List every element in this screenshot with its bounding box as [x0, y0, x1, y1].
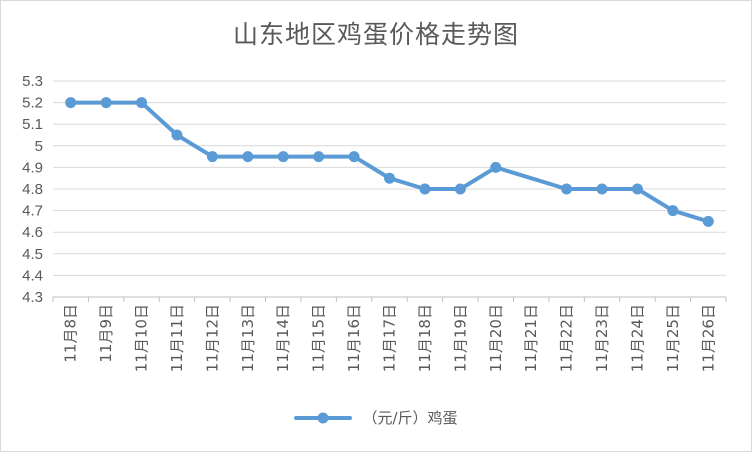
x-tick-label: 11月15日 [310, 304, 328, 372]
data-point [596, 183, 608, 195]
x-tick-labels: 11月8日 11月9日 11月10日 11月11日 11月12日 11月13日 11月14日… [62, 304, 718, 372]
x-tick-label: 11月21日 [522, 304, 540, 372]
data-point [65, 97, 77, 109]
data-point [454, 183, 466, 195]
y-tick-label: 4.5 [22, 246, 43, 263]
data-point [242, 151, 254, 163]
data-point [171, 129, 183, 141]
y-tick-labels: 5.3 5.2 5.1 5 4.9 4.8 4.7 4.6 4.5 4.4 4.3 [22, 73, 43, 306]
data-point [490, 161, 502, 173]
y-tick-label: 4.4 [22, 267, 43, 284]
x-tick-label: 11月26日 [699, 304, 717, 372]
y-tick-label: 4.8 [22, 181, 43, 198]
x-tick-label: 11月8日 [62, 304, 80, 363]
legend-swatch [294, 412, 353, 423]
x-tick-label: 11月17日 [381, 304, 399, 372]
data-point [100, 97, 112, 109]
data-point [136, 97, 148, 109]
y-tick-label: 5.3 [22, 73, 43, 90]
chart-title: 山东地区鸡蛋价格走势图 [232, 20, 519, 49]
legend-label: （元/斤）鸡蛋 [362, 409, 458, 427]
data-point [348, 151, 360, 163]
x-tick-label: 11月13日 [239, 304, 257, 372]
y-tick-label: 4.3 [22, 289, 43, 306]
x-tick-label: 11月22日 [558, 304, 576, 372]
x-tick-label: 11月19日 [451, 304, 469, 372]
y-tick-label: 4.9 [22, 159, 43, 176]
data-point [313, 151, 325, 163]
x-tick-label: 11月11日 [168, 304, 186, 372]
data-point [384, 172, 395, 184]
data-point [702, 215, 714, 227]
legend: （元/斤）鸡蛋 [1, 407, 751, 428]
data-point [419, 183, 431, 195]
y-tick-label: 4.7 [22, 203, 43, 220]
y-tick-label: 4.6 [22, 224, 43, 241]
axes [52, 296, 727, 302]
x-tick-label: 11月14日 [274, 304, 292, 372]
y-tick-label: 5 [35, 138, 43, 155]
series-line-group [65, 97, 714, 227]
plot-area: 5.35.25.154.94.84.74.64.54.44.3 11月8日 11月… [22, 73, 727, 372]
x-tick-label: 11月9日 [97, 304, 115, 363]
y-tick-label: 5.1 [22, 116, 43, 133]
series-line [68, 100, 711, 224]
x-tick-label: 11月16日 [345, 304, 363, 372]
x-tick-label: 11月25日 [664, 304, 682, 372]
data-point [561, 183, 573, 195]
x-tick-label: 11月24日 [628, 304, 646, 372]
x-tick-label: 11月23日 [593, 304, 611, 372]
x-tick-label: 11月20日 [487, 304, 505, 372]
x-tick-label: 11月12日 [203, 304, 221, 372]
data-point [206, 151, 218, 163]
data-point [667, 205, 679, 217]
x-tick-label: 11月10日 [133, 304, 151, 372]
data-point [631, 183, 643, 195]
x-tick-label: 11月18日 [416, 304, 434, 372]
data-point [277, 151, 289, 163]
y-tick-label: 5.2 [22, 95, 43, 112]
